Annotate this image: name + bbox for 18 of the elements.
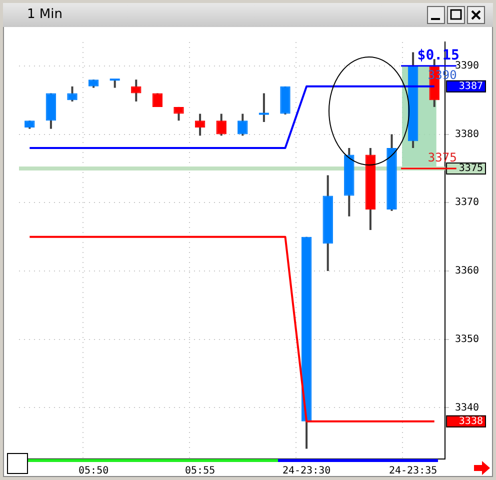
y-tick-label: 3390 <box>455 60 480 72</box>
y-tick-label: 3340 <box>455 402 480 414</box>
ref-line-label: 3375 <box>458 163 483 174</box>
chart-title: 1 Min <box>27 7 62 22</box>
y-tick-label: 3380 <box>455 128 480 140</box>
x-tick-label: 24-23:30 <box>282 466 331 477</box>
candlestick <box>174 106 184 122</box>
x-tick-label: 05:55 <box>184 466 216 477</box>
x-tick-label: 05:50 <box>78 466 109 477</box>
x-tick-label: 24-23:35 <box>388 466 438 477</box>
candlestick <box>194 112 206 137</box>
y-tick-label: 3360 <box>455 266 480 277</box>
text: 3338 <box>458 416 483 427</box>
y-tick-label: 3350 <box>455 334 480 345</box>
candlestick <box>131 78 142 102</box>
candlestick <box>67 85 78 102</box>
y-tick-label: 3370 <box>455 197 480 208</box>
text: 3387 <box>458 81 483 92</box>
